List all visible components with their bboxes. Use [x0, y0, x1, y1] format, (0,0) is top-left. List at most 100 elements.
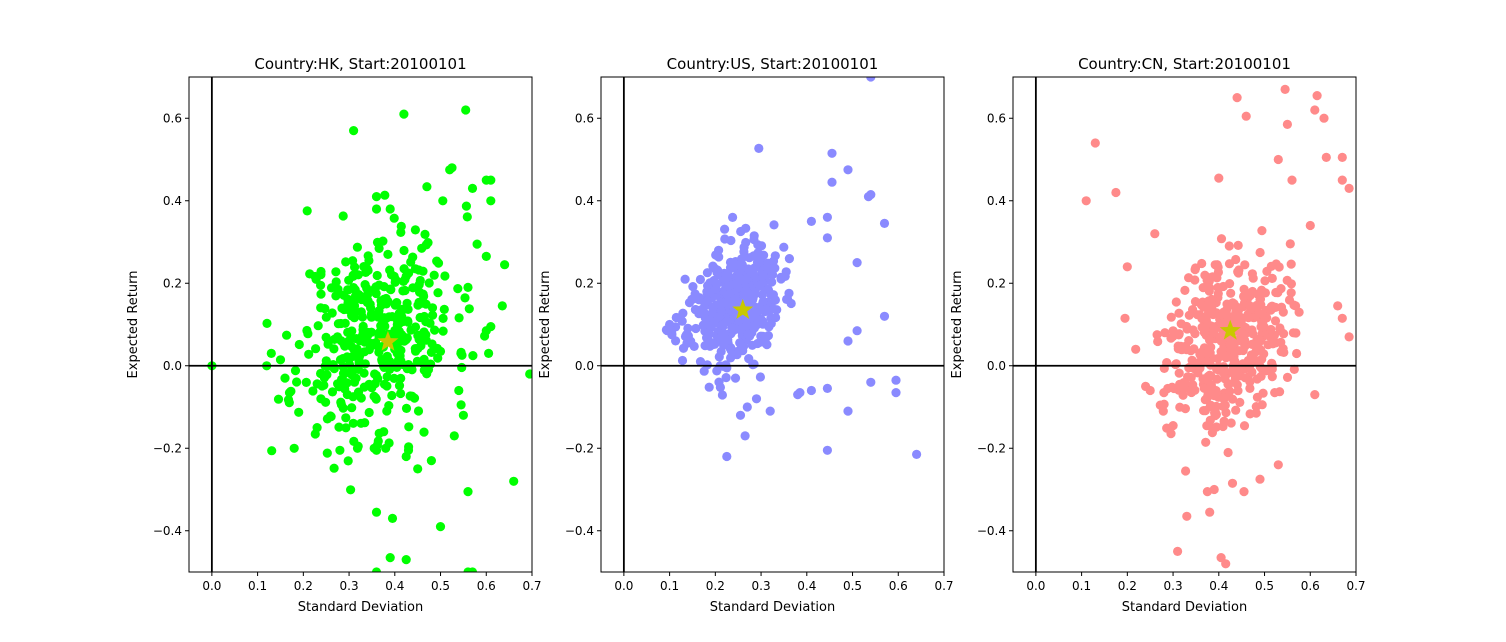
scatter-point: [724, 281, 734, 291]
scatter-point: [746, 313, 756, 323]
scatter-point: [348, 418, 358, 428]
scatter-point: [374, 428, 384, 438]
scatter-point: [362, 295, 372, 305]
scatter-point: [690, 289, 700, 299]
y-axis-label: Expected Return: [126, 271, 141, 379]
y-tick-label: −0.2: [565, 441, 594, 455]
scatter-point: [1152, 330, 1162, 340]
scatter-point: [1190, 275, 1200, 285]
scatter-point: [426, 359, 436, 369]
scatter-point: [720, 234, 730, 244]
scatter-point: [374, 347, 384, 357]
scatter-point: [338, 368, 349, 378]
scatter-point: [382, 381, 392, 391]
scatter-points: [661, 77, 922, 462]
x-tick-label: 0.1: [1072, 579, 1091, 593]
scatter-point: [1257, 226, 1267, 236]
y-axis-label: Expected Return: [538, 271, 553, 379]
scatter-point: [1239, 284, 1249, 294]
scatter-point: [385, 204, 395, 214]
scatter-point: [736, 324, 746, 335]
scatter-point: [1287, 175, 1297, 185]
scatter-point: [435, 346, 446, 356]
scatter-point: [711, 284, 721, 294]
scatter-point: [458, 410, 468, 420]
scatter-point: [1260, 288, 1270, 298]
scatter-point: [705, 337, 716, 347]
scatter-point: [806, 216, 817, 226]
scatter-point: [784, 254, 795, 264]
scatter-point: [1286, 259, 1296, 269]
scatter-point: [428, 310, 438, 320]
x-tick-label: 0.2: [706, 579, 725, 593]
scatter-point: [310, 271, 320, 282]
scatter-point: [283, 395, 294, 405]
y-tick-label: 0.0: [575, 359, 594, 373]
scatter-point: [1227, 478, 1238, 488]
scatter-point: [322, 448, 332, 458]
scatter-point: [1204, 274, 1214, 284]
scatter-point: [438, 196, 448, 206]
scatter-point: [758, 270, 768, 280]
scatter-point: [1090, 138, 1100, 148]
scatter-point: [1213, 288, 1223, 299]
scatter-point: [726, 353, 736, 363]
scatter-point: [369, 443, 379, 453]
scatter-point: [394, 381, 405, 391]
scatter-point: [464, 304, 474, 314]
scatter-point: [282, 330, 292, 340]
y-tick-label: 0.4: [575, 194, 594, 208]
scatter-point: [343, 456, 353, 466]
scatter-point: [340, 318, 350, 328]
scatter-point: [364, 345, 374, 355]
y-tick-label: 0.4: [163, 194, 182, 208]
scatter-point: [1276, 284, 1286, 294]
scatter-point: [714, 252, 724, 262]
scatter-point: [267, 446, 277, 456]
scatter-point: [740, 431, 750, 441]
scatter-point: [463, 282, 473, 292]
scatter-point: [1159, 399, 1169, 409]
scatter-point: [1239, 487, 1249, 497]
scatter-point: [286, 386, 296, 396]
scatter-point: [1239, 421, 1250, 431]
scatter-point: [735, 410, 746, 420]
scatter-point: [725, 263, 736, 273]
scatter-point: [352, 242, 362, 252]
scatter-point: [725, 344, 736, 354]
scatter-point: [891, 388, 901, 398]
scatter-point: [401, 403, 412, 413]
scatter-point: [843, 336, 853, 346]
scatter-point: [454, 385, 464, 396]
scatter-point: [714, 245, 724, 255]
scatter-point: [292, 377, 302, 387]
scatter-point: [294, 407, 304, 417]
scatter-point: [760, 335, 770, 345]
scatter-point: [460, 293, 470, 303]
scatter-point: [525, 369, 532, 379]
x-axis-label: Standard Deviation: [1122, 600, 1247, 615]
scatter-point: [753, 248, 763, 258]
scatter-point: [719, 298, 729, 308]
scatter-point: [1188, 380, 1198, 390]
scatter-point: [1168, 421, 1178, 431]
scatter-point: [1182, 511, 1192, 521]
chart-title: Country:CN, Start:20100101: [1078, 55, 1291, 73]
scatter-point: [389, 373, 399, 383]
x-tick-label: 0.2: [1118, 579, 1137, 593]
scatter-point: [356, 418, 366, 428]
scatter-point: [349, 377, 360, 387]
scatter-point: [1216, 336, 1226, 346]
scatter-point: [362, 283, 372, 293]
scatter-point: [262, 318, 272, 328]
scatter-point: [822, 212, 833, 222]
scatter-point: [467, 183, 478, 193]
star-marker: [377, 330, 399, 351]
scatter-point: [745, 331, 755, 341]
x-tick-label: 0.7: [1346, 579, 1365, 593]
scatter-point: [704, 329, 715, 339]
scatter-point: [753, 338, 763, 349]
scatter-point: [682, 338, 692, 348]
scatter-point: [385, 284, 395, 294]
scatter-point: [316, 394, 326, 404]
